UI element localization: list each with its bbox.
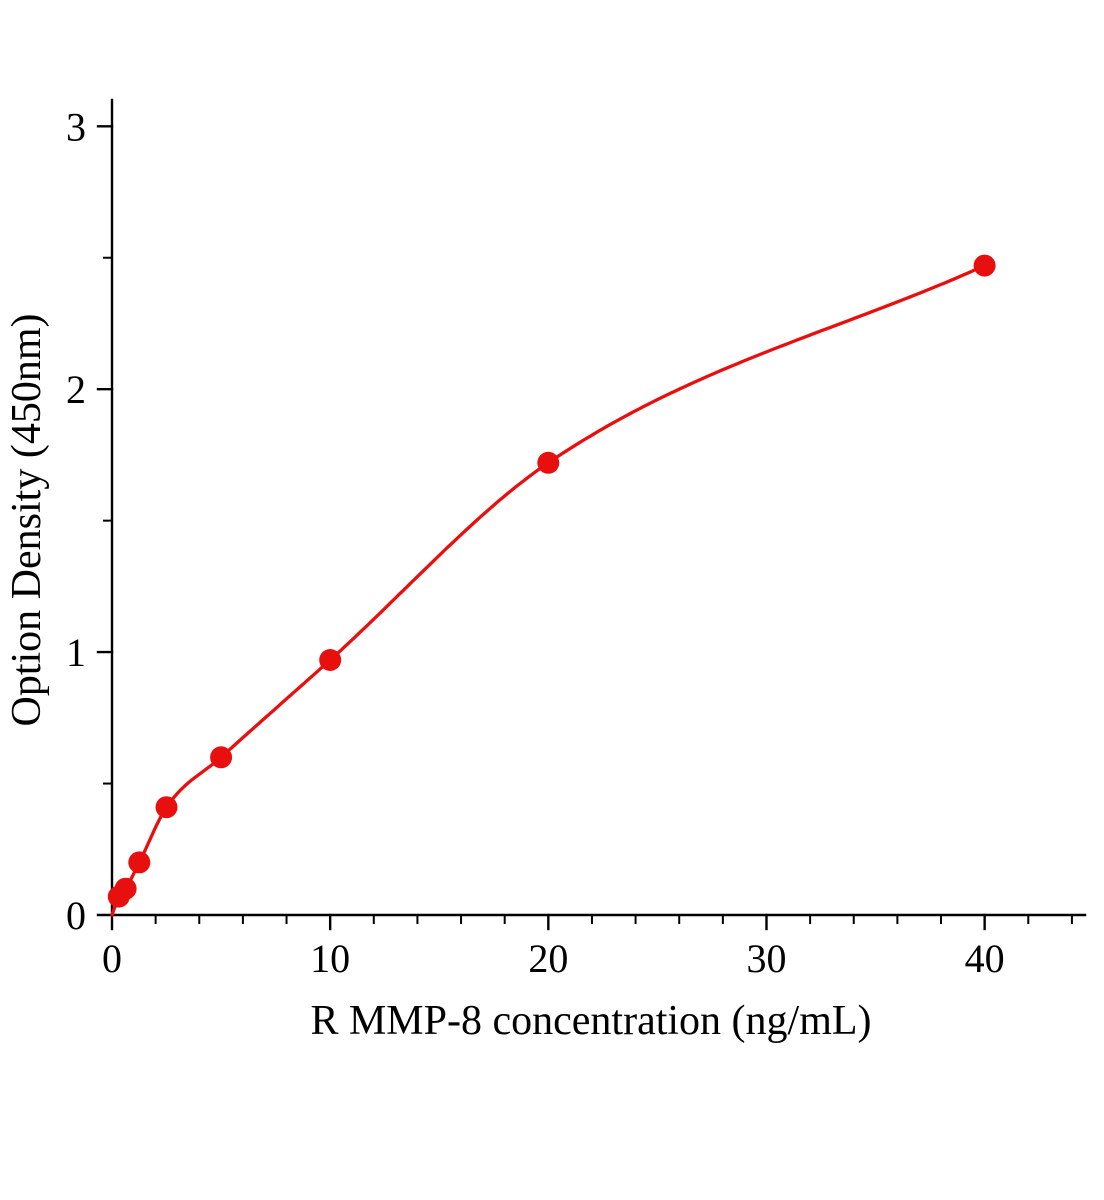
x-tick-label: 0 — [102, 936, 122, 981]
x-tick-label: 10 — [310, 936, 350, 981]
data-point — [155, 796, 178, 819]
x-axis-title: R MMP-8 concentration (ng/mL) — [310, 998, 871, 1044]
data-point — [210, 746, 233, 769]
x-tick-label: 40 — [965, 936, 1005, 981]
data-point — [973, 254, 996, 277]
x-tick-label: 30 — [746, 936, 786, 981]
fit-curve — [110, 263, 987, 917]
y-axis-title: Option Density (450nm) — [4, 314, 50, 727]
y-tick-label: 2 — [66, 367, 86, 412]
x-tick-label: 20 — [528, 936, 568, 981]
plot-area: 0 10 20 30 40 0 1 2 3 — [66, 98, 1087, 981]
y-tick-label: 3 — [66, 104, 86, 149]
data-point — [128, 851, 151, 874]
y-tick-label: 1 — [66, 630, 86, 675]
data-point — [319, 649, 342, 671]
data-point — [537, 451, 560, 474]
data-point — [114, 877, 137, 900]
y-tick-label: 0 — [66, 893, 86, 938]
